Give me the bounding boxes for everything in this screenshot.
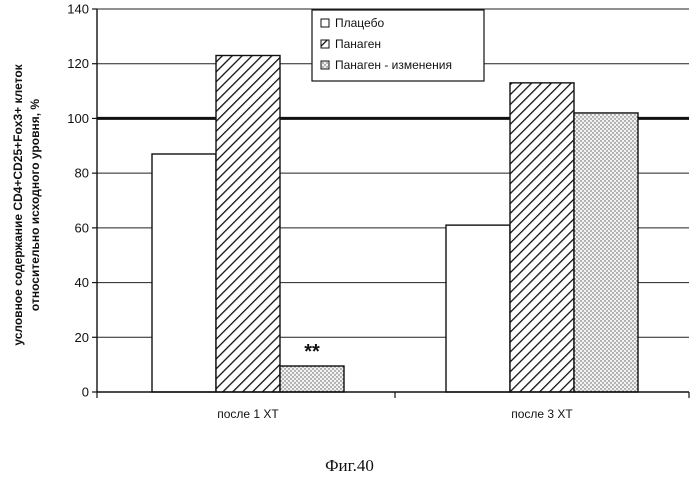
y-axis-title-line: условное содержание CD4+CD25+Fox3+ клето… [11, 63, 25, 345]
significance-annotation: ** [304, 341, 320, 363]
y-tick-label: 0 [82, 385, 89, 400]
y-axis-title-line: относительно исходного уровня, % [28, 99, 42, 311]
figure-caption: Фиг.40 [0, 456, 699, 476]
legend: Плацебо Панаген Панаген - изменения [312, 10, 484, 81]
y-tick-label: 20 [75, 330, 89, 345]
y-tick-label: 100 [67, 111, 89, 126]
x-tick-label: после 3 ХТ [511, 407, 573, 421]
bar-dotted [280, 366, 344, 392]
y-tick-label: 40 [75, 275, 89, 290]
bar-hatched [216, 56, 280, 392]
bar-white [446, 225, 510, 392]
legend-swatch-white [321, 19, 329, 27]
y-tick-label: 80 [75, 166, 89, 181]
bar-hatched [510, 83, 574, 392]
legend-label: Панаген [335, 37, 381, 51]
bars-layer [152, 56, 638, 392]
x-tick-label: после 1 ХТ [217, 407, 279, 421]
y-tick-label: 60 [75, 220, 89, 235]
legend-swatch-dotted [321, 61, 329, 69]
legend-label: Плацебо [335, 16, 384, 30]
legend-label: Панаген - изменения [335, 58, 452, 72]
bar-white [152, 154, 216, 392]
bar-dotted [574, 113, 638, 392]
legend-swatch-hatched [321, 40, 329, 48]
y-tick-label: 120 [67, 56, 89, 71]
y-tick-label: 140 [67, 2, 89, 17]
